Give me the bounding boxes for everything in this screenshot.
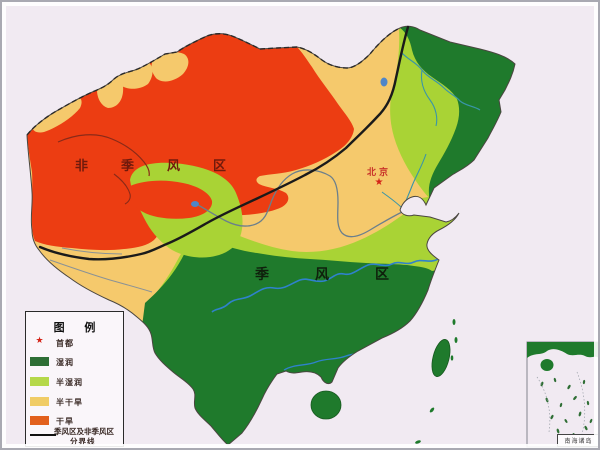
monsoon-boundary-line <box>38 25 410 261</box>
semiarid-border-patch-4 <box>31 95 82 133</box>
hulun-lake <box>380 77 388 87</box>
yangtze-river <box>211 258 439 313</box>
hai-river <box>381 191 403 209</box>
legend-title: 图 例 <box>53 321 104 334</box>
inset-hainan <box>540 359 554 371</box>
legend: 图 例 ★ 首都 湿润 半湿润 半干旱 干旱 季风区及非季风区 分界线 <box>25 311 124 447</box>
semiarid-border-patch-3 <box>151 51 189 82</box>
coastal-islets <box>415 319 458 444</box>
label-non-monsoon-region: 非季风区 <box>75 159 260 174</box>
arid-swatch <box>30 416 49 425</box>
legend-item-capital: ★ 首都 <box>30 337 121 349</box>
legend-item-arid: 干旱 <box>30 415 121 427</box>
capital-star-icon: ★ <box>374 177 384 188</box>
capital-marker-beijing: 北京 ★ <box>362 165 396 188</box>
semihumid-swatch <box>30 377 49 386</box>
taiwan-island <box>431 339 451 377</box>
hainan-island <box>310 390 342 420</box>
capital-label: 北京 <box>366 168 391 178</box>
arid-core-qaidam <box>129 180 213 219</box>
label-monsoon-region: 季风区 <box>255 267 435 283</box>
land-border-dashed <box>26 27 401 136</box>
yarlung-river <box>49 259 153 293</box>
qinghai-lake <box>191 201 199 207</box>
legend-item-semiarid: 半干旱 <box>30 396 121 408</box>
legend-item-semihumid: 半湿润 <box>30 376 121 388</box>
legend-item-boundary-line: 季风区及非季风区 分界线 <box>30 426 121 448</box>
humid-swatch <box>30 357 49 366</box>
songhua-river <box>400 51 481 111</box>
tarim-range-line <box>57 134 150 177</box>
inset-coastline <box>527 342 599 358</box>
inset-dashed-limits <box>536 371 586 435</box>
legend-item-humid: 湿润 <box>30 356 121 368</box>
plateau-river <box>61 247 123 255</box>
south-china-sea-inset <box>526 341 600 448</box>
inset-label: 南海诸岛 <box>557 434 600 447</box>
boundary-line-symbol <box>30 434 56 436</box>
nen-river <box>420 69 438 127</box>
star-icon: ★ <box>35 336 44 346</box>
semiarid-swatch <box>30 397 49 406</box>
tarim-range-line-2 <box>113 173 131 205</box>
china-border-outline <box>26 25 516 446</box>
inset-islands <box>540 377 593 437</box>
inset-frame <box>526 341 600 448</box>
